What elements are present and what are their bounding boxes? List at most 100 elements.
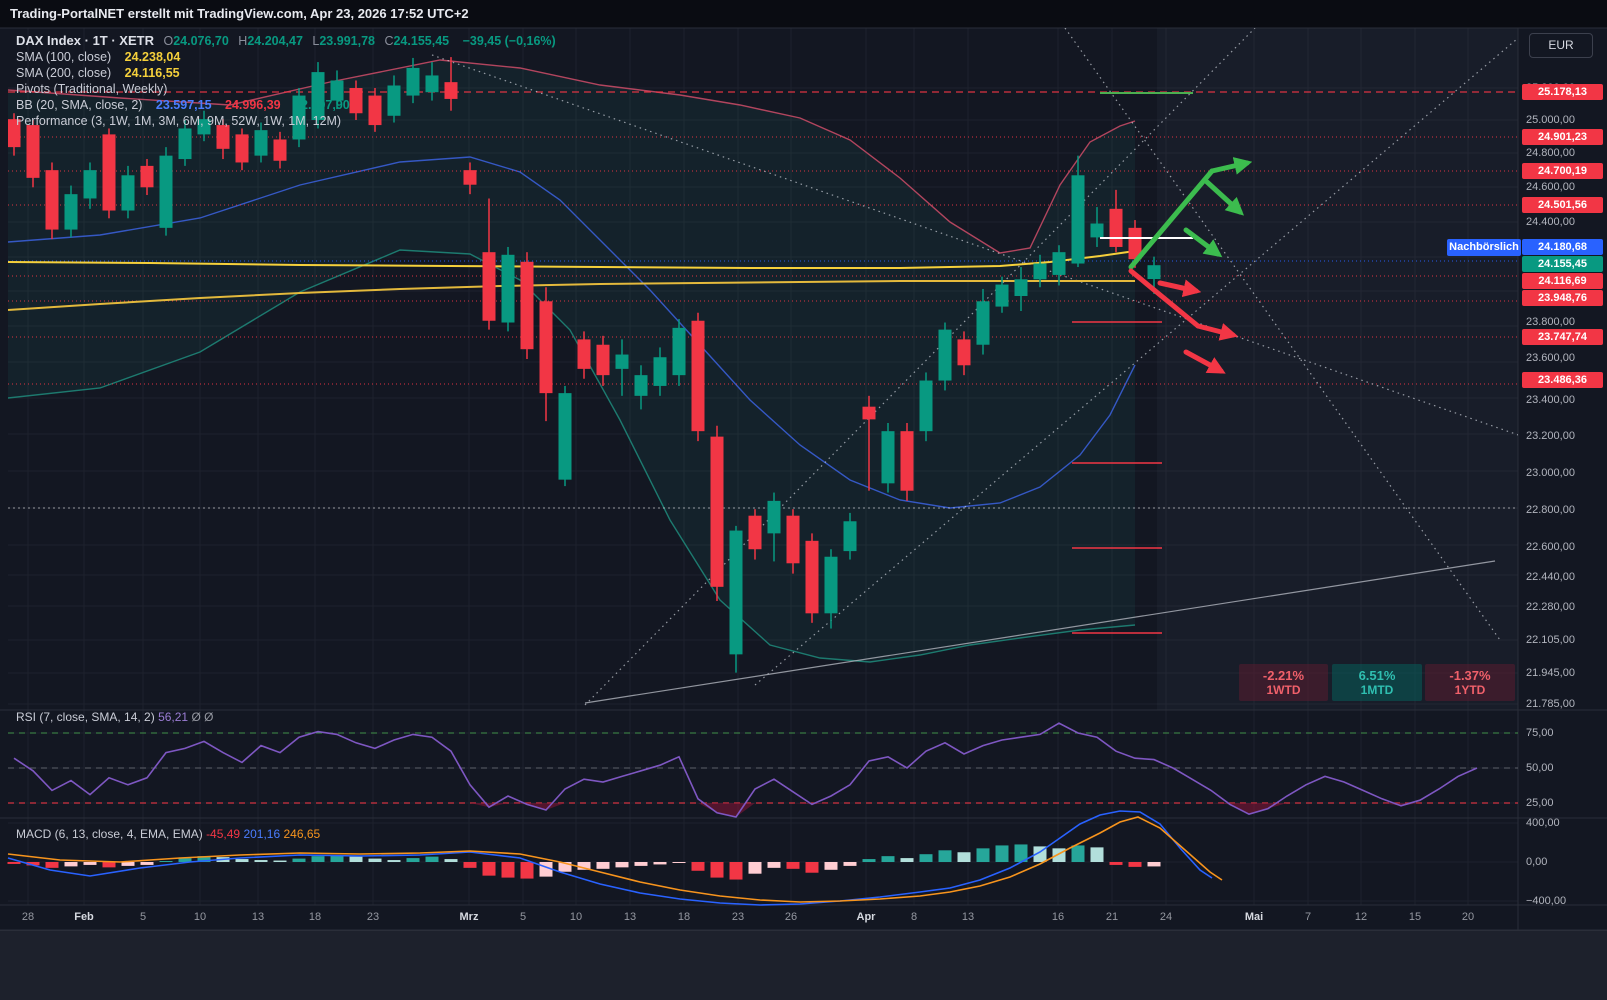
sma200-legend-row[interactable]: SMA (200, close) 24.116,55 xyxy=(16,66,180,80)
time-axis-label: 18 xyxy=(677,911,691,923)
time-axis-label: 15 xyxy=(1408,911,1422,923)
after-hours-label: Nachbörslich xyxy=(1447,239,1521,256)
performance-badge-1mtd: 6.51% 1MTD xyxy=(1332,664,1422,701)
bb-basis-value: 23.597,15 xyxy=(155,98,212,112)
pivot-price-badge: 24.501,56 xyxy=(1522,197,1603,213)
rsi-oversold-fill xyxy=(1268,803,1287,809)
price-scale-label: 22.600,00 xyxy=(1526,541,1575,553)
time-axis[interactable]: 28 Feb 5 10 13 18 23 Mrz 5 10 13 18 23 26 Apr 8 13 16 21 24… xyxy=(0,905,1519,930)
price-scale-label: 21.785,00 xyxy=(1526,698,1575,710)
rsi-oversold-fill xyxy=(698,803,717,813)
price-scale-label: 23.200,00 xyxy=(1526,430,1575,442)
time-axis-label: 24 xyxy=(1159,911,1173,923)
time-axis-label: 5 xyxy=(519,911,527,923)
time-axis-label: 10 xyxy=(569,911,583,923)
price-scale-label: 21.945,00 xyxy=(1526,667,1575,679)
time-axis-label: Mai xyxy=(1244,911,1264,923)
price-scale-label: 24.400,00 xyxy=(1526,216,1575,228)
price-scale[interactable]: EUR 25.200,0025.000,0024.800,0024.600,00… xyxy=(1519,28,1607,907)
high-value: 24.204,47 xyxy=(247,34,303,48)
time-axis-label: 7 xyxy=(1304,911,1312,923)
future-session-band xyxy=(1157,28,1518,710)
price-scale-label: 22.105,00 xyxy=(1526,634,1575,646)
time-axis-label: 16 xyxy=(1051,911,1065,923)
bullish-arrows-drawing xyxy=(1128,157,1253,270)
bearish-arrows-drawing xyxy=(1128,268,1239,374)
currency-button[interactable]: EUR xyxy=(1529,33,1593,58)
pivot-price-badge: 23.486,36 xyxy=(1522,372,1603,388)
price-scale-label: 23.400,00 xyxy=(1526,394,1575,406)
price-scale-label: 23.800,00 xyxy=(1526,316,1575,328)
low-value: 23.991,78 xyxy=(319,34,375,48)
rsi-legend-row[interactable]: RSI (7, close, SMA, 14, 2) 56,21 Ø Ø xyxy=(16,710,214,724)
pivots-legend-row[interactable]: Pivots (Traditional, Weekly) xyxy=(16,82,168,96)
time-axis-label: 12 xyxy=(1354,911,1368,923)
rsi-oversold-fill xyxy=(793,803,812,805)
macd-hist-value: -45,49 xyxy=(206,827,241,841)
price-scale-label: 400,00 xyxy=(1526,817,1560,829)
price-scale-label: 23.600,00 xyxy=(1526,352,1575,364)
price-scale-label: 0,00 xyxy=(1526,856,1548,868)
footer-bar: TradingView xyxy=(0,930,1607,1000)
time-axis-label: 23 xyxy=(366,911,380,923)
time-axis-label: 21 xyxy=(1105,911,1119,923)
last-price-badge: 24.155,45 xyxy=(1522,256,1603,272)
after-hours-price-badge: 24.180,68 xyxy=(1522,239,1603,255)
time-axis-label: 18 xyxy=(308,911,322,923)
macd-signal-line xyxy=(7,816,1223,903)
sma100-line xyxy=(8,250,1136,269)
time-axis-label: 23 xyxy=(731,911,745,923)
macd-histogram xyxy=(7,844,1161,880)
trend-line-solid xyxy=(584,560,1496,704)
symbol-title: DAX Index · 1T · XETR xyxy=(16,33,154,48)
price-scale-label: 50,00 xyxy=(1526,762,1554,774)
pivot-price-badge: 23.747,74 xyxy=(1522,329,1603,345)
sma100-value: 24.238,04 xyxy=(124,50,181,64)
performance-legend-row[interactable]: Performance (3, 1W, 1M, 3M, 6M, 9M, 52W,… xyxy=(16,114,342,128)
time-axis-label: 8 xyxy=(910,911,918,923)
macd-legend-row[interactable]: MACD (6, 13, close, 4, EMA, EMA) -45,49 … xyxy=(16,827,321,841)
price-scale-label: 22.800,00 xyxy=(1526,504,1575,516)
macd-signal-value: 246,65 xyxy=(283,827,321,841)
header-bar: Trading-PortalNET erstellt mit TradingVi… xyxy=(0,0,1607,28)
performance-badge-1wtd: -2.21% 1WTD xyxy=(1239,664,1328,701)
rsi-oversold-fill xyxy=(508,803,527,805)
performance-badge-1ytd: -1.37% 1YTD xyxy=(1425,664,1515,701)
time-axis-label: 20 xyxy=(1461,911,1475,923)
time-axis-label: Mrz xyxy=(459,911,479,923)
macd-line xyxy=(7,810,1213,906)
sma200-value: 24.116,55 xyxy=(124,66,180,80)
price-scale-label: −400,00 xyxy=(1526,895,1567,907)
bb-upper-value: 24.996,39 xyxy=(225,98,281,112)
rsi-line xyxy=(13,722,1478,818)
pivot-price-badge: 24.116,69 xyxy=(1522,273,1603,289)
time-axis-label: 10 xyxy=(193,911,207,923)
rsi-avg-symbols: Ø Ø xyxy=(191,710,214,724)
sma200-line xyxy=(8,280,1135,311)
price-scale-label: 25,00 xyxy=(1526,797,1554,809)
macd-line-value: 201,16 xyxy=(243,827,281,841)
pivot-price-badge: 25.178,13 xyxy=(1522,84,1603,100)
price-scale-label: 22.440,00 xyxy=(1526,571,1575,583)
rsi-oversold-fill xyxy=(470,803,489,808)
time-axis-label: 13 xyxy=(251,911,265,923)
sma100-legend-row[interactable]: SMA (100, close) 24.238,04 xyxy=(16,50,181,64)
price-scale-label: 24.600,00 xyxy=(1526,181,1575,193)
header-title: Trading-PortalNET erstellt mit TradingVi… xyxy=(10,6,469,21)
price-scale-label: 22.280,00 xyxy=(1526,601,1575,613)
trend-line-dotted xyxy=(1064,28,1501,641)
price-scale-label: 23.000,00 xyxy=(1526,467,1575,479)
time-axis-label: 13 xyxy=(961,911,975,923)
open-value: 24.076,70 xyxy=(173,34,229,48)
time-axis-label: 28 xyxy=(21,911,35,923)
price-scale-label: 75,00 xyxy=(1526,727,1554,739)
bb-legend-row[interactable]: BB (20, SMA, close, 2) 23.597,15 24.996,… xyxy=(16,98,350,112)
trend-line-dotted xyxy=(431,54,1518,436)
pivot-price-badge: 24.700,19 xyxy=(1522,163,1603,179)
symbol-legend-row[interactable]: DAX Index · 1T · XETR O24.076,70 H24.204… xyxy=(16,33,556,48)
price-scale-label: 25.000,00 xyxy=(1526,114,1575,126)
rsi-oversold-fill xyxy=(1249,803,1268,815)
pivot-price-badge: 23.948,76 xyxy=(1522,290,1603,306)
time-axis-label: Feb xyxy=(74,911,94,923)
